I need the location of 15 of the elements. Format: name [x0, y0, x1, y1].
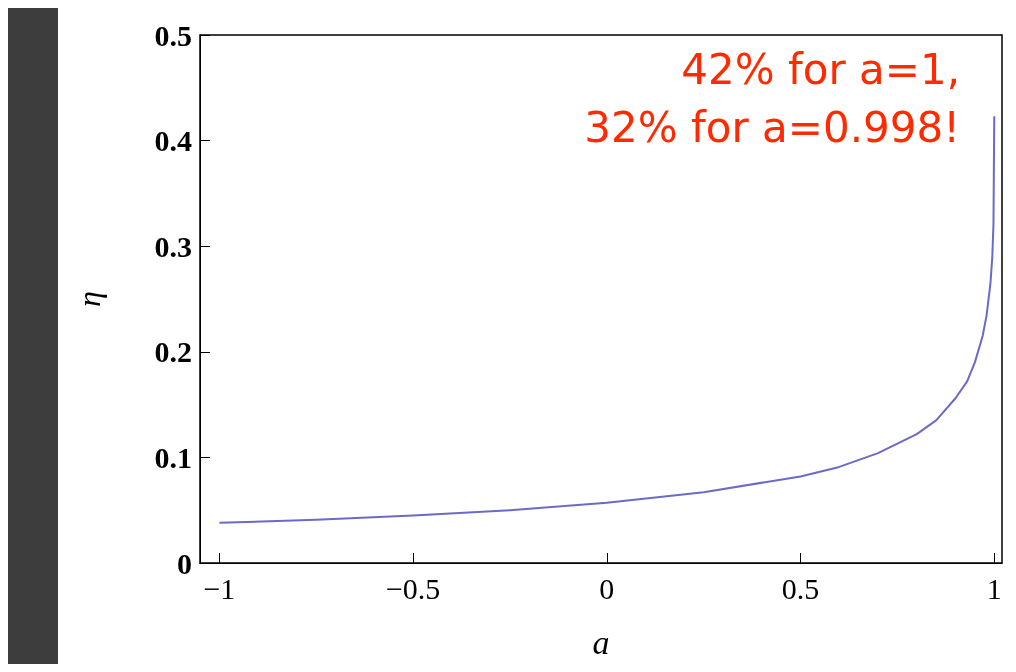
y-tick-label: 0.3 — [154, 229, 192, 263]
y-axis-title: η — [71, 291, 107, 307]
annotation: 32% for a=0.998! — [584, 102, 961, 152]
y-tick-label: 0.4 — [154, 124, 192, 158]
x-tick-label: 0 — [599, 571, 615, 605]
annotation: 42% for a=1, — [681, 44, 961, 94]
x-axis-title: a — [592, 623, 610, 661]
x-tick-label: 0.5 — [781, 571, 820, 605]
x-tick-label: −0.5 — [385, 571, 441, 605]
x-tick-label: −1 — [203, 571, 236, 605]
y-tick-label: 0.1 — [154, 440, 192, 474]
y-tick-label: 0.5 — [154, 18, 192, 52]
y-tick-label: 0 — [177, 546, 192, 580]
y-tick-label: 0.2 — [154, 335, 192, 369]
x-tick-label: 1 — [986, 571, 1002, 605]
